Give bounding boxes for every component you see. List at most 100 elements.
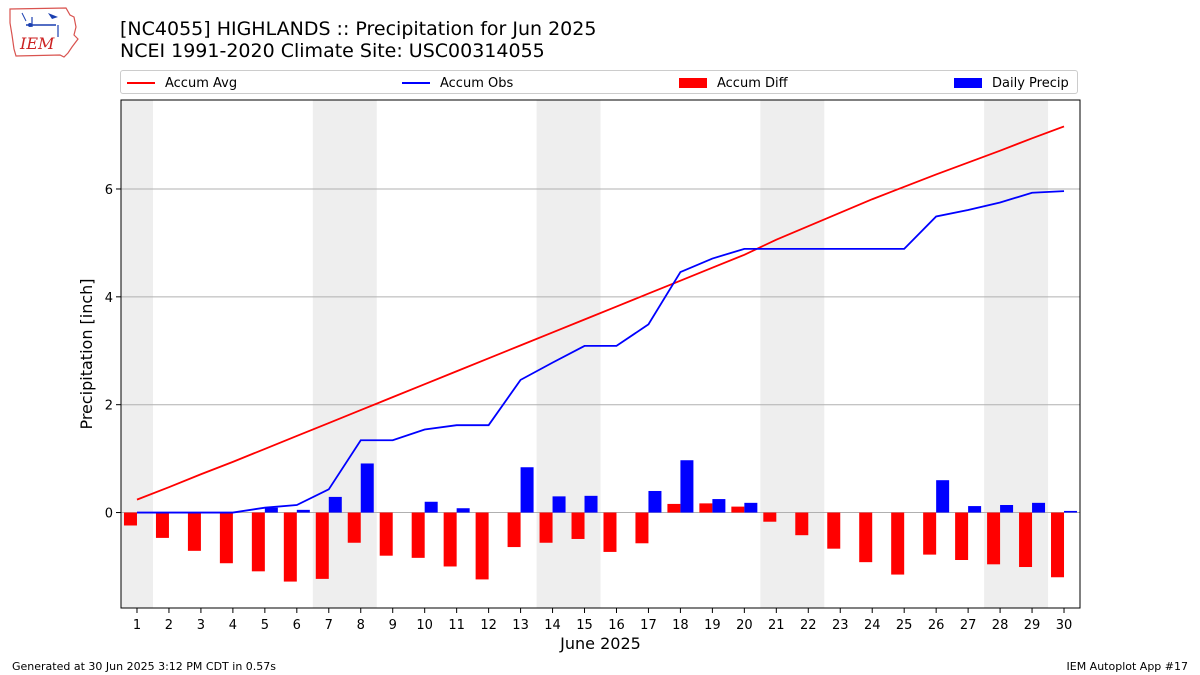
x-axis-label: June 2025 (559, 634, 641, 653)
bar-daily-precip-13 (520, 467, 534, 513)
x-tick-label-22: 22 (800, 618, 817, 633)
bar-daily-precip-15 (584, 495, 598, 513)
bar-accum-diff-16 (603, 512, 617, 552)
x-tick-label-13: 13 (512, 618, 529, 633)
bar-daily-precip-17 (648, 490, 662, 513)
bar-daily-precip-26 (936, 480, 950, 513)
legend-label-accum-avg: Accum Avg (165, 75, 238, 91)
bar-accum-diff-26 (923, 512, 937, 555)
x-tick-label-12: 12 (480, 618, 497, 633)
bar-accum-diff-8 (347, 512, 361, 543)
legend-swatch-accum-obs (402, 82, 430, 84)
x-tick-label-17: 17 (640, 618, 657, 633)
y-tick-label-4: 4 (105, 291, 113, 306)
bar-daily-precip-8 (360, 463, 374, 513)
bar-daily-precip-27 (968, 506, 982, 513)
bar-daily-precip-10 (424, 501, 438, 513)
bar-accum-diff-21 (763, 512, 777, 522)
bar-accum-diff-17 (635, 512, 649, 544)
x-tick-label-20: 20 (736, 618, 753, 633)
legend: Accum Avg Accum Obs Accum Diff Daily Pre… (120, 70, 1078, 94)
x-tick-label-3: 3 (197, 618, 205, 633)
bar-daily-precip-6 (296, 509, 310, 513)
bar-accum-diff-24 (859, 512, 873, 563)
x-tick-label-19: 19 (704, 618, 721, 633)
x-tick-label-18: 18 (672, 618, 689, 633)
legend-item-accum-obs: Accum Obs (402, 74, 513, 92)
footer-generated: Generated at 30 Jun 2025 3:12 PM CDT in … (12, 660, 277, 673)
bar-accum-diff-1 (123, 512, 137, 526)
bar-accum-diff-2 (155, 512, 169, 538)
bar-accum-diff-12 (475, 512, 489, 580)
bar-accum-diff-7 (315, 512, 329, 579)
bar-accum-diff-30 (1051, 512, 1065, 578)
legend-item-daily-precip: Daily Precip (954, 74, 1069, 92)
bar-accum-diff-11 (443, 512, 457, 567)
bar-accum-diff-28 (987, 512, 1001, 565)
bar-accum-diff-3 (187, 512, 201, 551)
line-accum-obs (136, 190, 1065, 514)
logo-text: IEM (19, 34, 55, 53)
bar-daily-precip-7 (328, 496, 342, 513)
line-accum-avg (136, 125, 1065, 501)
legend-label-daily-precip: Daily Precip (992, 75, 1069, 91)
bar-accum-diff-27 (955, 512, 969, 561)
x-tick-label-9: 9 (389, 618, 397, 633)
footer-app: IEM Autoplot App #17 (1066, 660, 1189, 673)
chart-title: [NC4055] HIGHLANDS :: Precipitation for … (120, 18, 597, 40)
x-tick-label-30: 30 (1056, 618, 1073, 633)
weekend-band-3 (760, 100, 825, 608)
bar-accum-diff-5 (251, 512, 265, 572)
bar-daily-precip-20 (744, 502, 758, 513)
bar-daily-precip-29 (1032, 502, 1046, 513)
bar-accum-diff-29 (1019, 512, 1033, 568)
bar-daily-precip-11 (456, 508, 470, 513)
x-tick-label-15: 15 (576, 618, 593, 633)
y-tick-label-0: 0 (105, 507, 113, 522)
iem-logo: IEM (9, 7, 79, 58)
bar-daily-precip-18 (680, 460, 694, 513)
bar-accum-diff-23 (827, 512, 841, 549)
legend-swatch-accum-diff (679, 78, 707, 88)
bar-accum-diff-15 (571, 512, 585, 539)
legend-swatch-daily-precip (954, 78, 982, 88)
x-tick-label-26: 26 (928, 618, 945, 633)
x-tick-label-25: 25 (896, 618, 913, 633)
legend-swatch-accum-avg (127, 82, 155, 84)
y-tick-label-6: 6 (105, 183, 113, 198)
bar-accum-diff-13 (507, 512, 521, 548)
bar-accum-diff-9 (379, 512, 393, 556)
x-tick-label-24: 24 (864, 618, 881, 633)
bar-accum-diff-14 (539, 512, 553, 543)
legend-item-accum-avg: Accum Avg (127, 74, 237, 92)
x-tick-label-10: 10 (416, 618, 433, 633)
legend-label-accum-obs: Accum Obs (440, 75, 514, 91)
y-axis-label: Precipitation [inch] (77, 278, 96, 429)
x-tick-label-4: 4 (229, 618, 237, 633)
bar-accum-diff-6 (283, 512, 297, 582)
bar-accum-diff-4 (219, 512, 233, 564)
x-tick-label-7: 7 (325, 618, 333, 633)
y-tick-label-2: 2 (105, 399, 113, 414)
bar-accum-diff-20 (731, 506, 745, 513)
x-tick-label-1: 1 (133, 618, 141, 633)
x-tick-label-29: 29 (1024, 618, 1041, 633)
bar-daily-precip-28 (1000, 504, 1014, 513)
x-tick-label-21: 21 (768, 618, 785, 633)
bar-accum-diff-18 (667, 503, 681, 513)
chart-subtitle: NCEI 1991-2020 Climate Site: USC00314055 (120, 40, 545, 62)
bar-accum-diff-19 (699, 503, 713, 513)
x-tick-label-28: 28 (992, 618, 1009, 633)
x-tick-label-8: 8 (357, 618, 365, 633)
bar-accum-diff-22 (795, 512, 809, 536)
bar-daily-precip-19 (712, 499, 726, 513)
bar-accum-diff-10 (411, 512, 425, 558)
x-tick-label-16: 16 (608, 618, 625, 633)
legend-label-accum-diff: Accum Diff (717, 75, 788, 91)
bar-accum-diff-25 (891, 512, 905, 575)
plot-frame (120, 99, 1081, 609)
x-tick-label-2: 2 (165, 618, 173, 633)
legend-item-accum-diff: Accum Diff (679, 74, 788, 92)
x-tick-label-5: 5 (261, 618, 269, 633)
